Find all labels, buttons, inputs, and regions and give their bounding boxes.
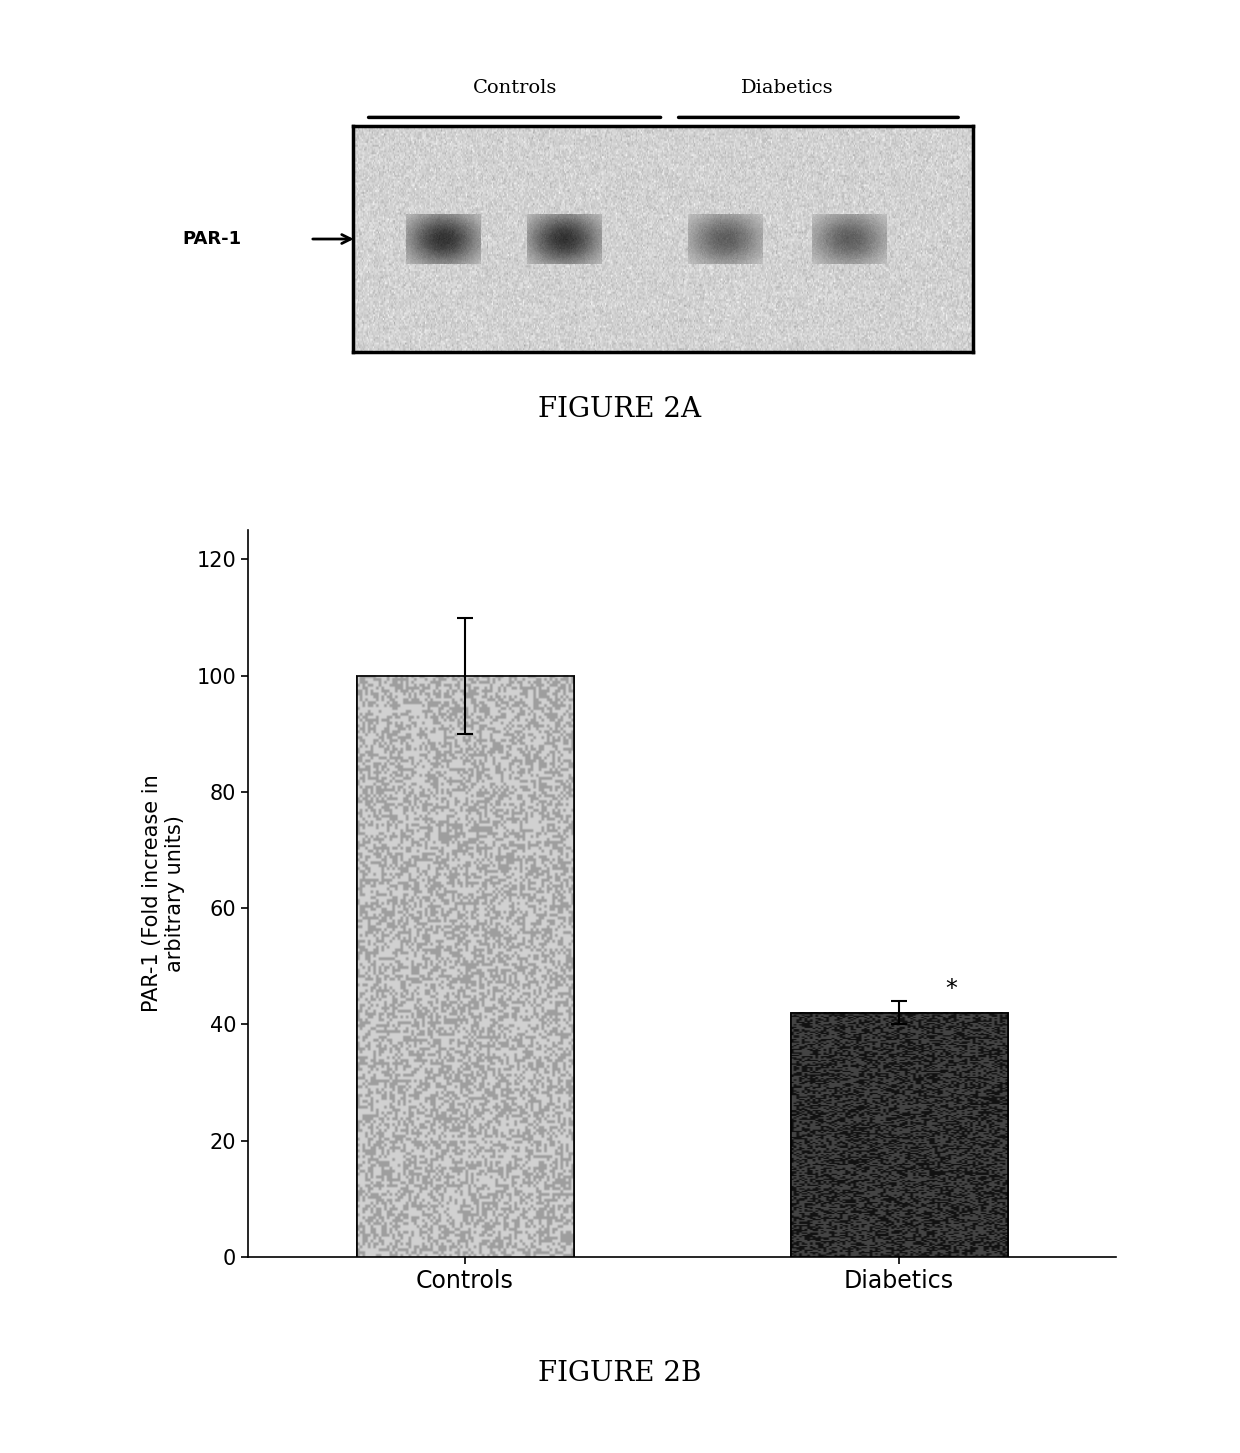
Text: FIGURE 2A: FIGURE 2A — [538, 397, 702, 423]
Text: Diabetics: Diabetics — [742, 78, 833, 97]
Bar — [357, 676, 573, 1257]
Bar — [791, 1013, 1007, 1257]
Bar — [791, 1013, 1007, 1257]
Bar — [357, 676, 573, 1257]
Y-axis label: PAR-1 (Fold increase in
arbitrary units): PAR-1 (Fold increase in arbitrary units) — [143, 774, 185, 1013]
Text: Controls: Controls — [472, 78, 557, 97]
Text: *: * — [945, 976, 957, 1001]
Text: PAR-1: PAR-1 — [182, 230, 242, 248]
Text: FIGURE 2B: FIGURE 2B — [538, 1360, 702, 1386]
